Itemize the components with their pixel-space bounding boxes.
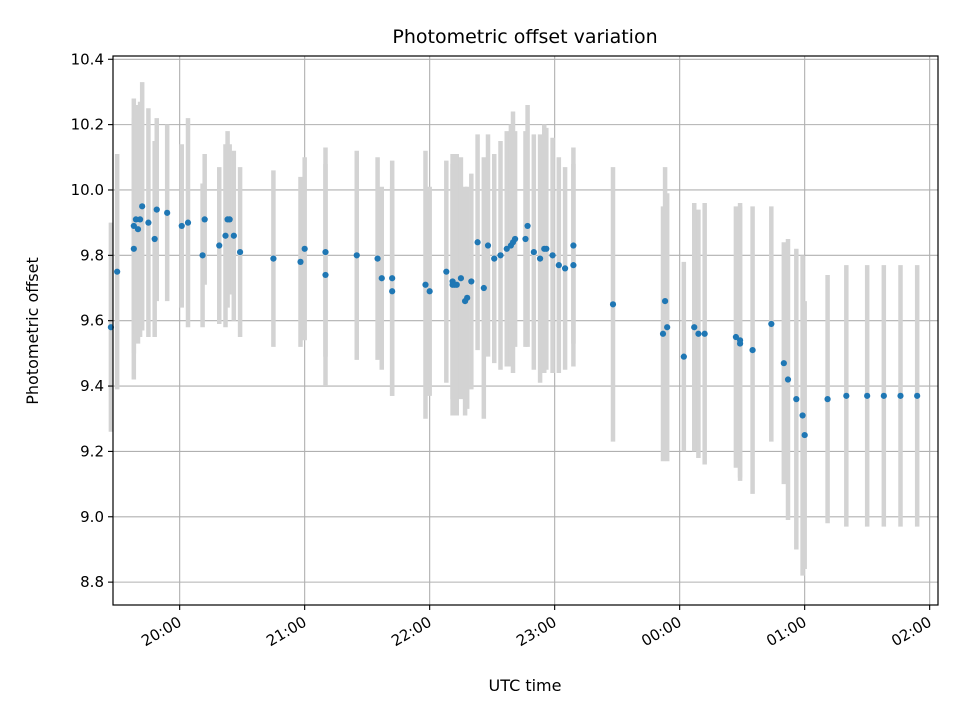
- data-point: [322, 271, 329, 279]
- data-point: [457, 275, 465, 282]
- data-point: [784, 376, 792, 383]
- data-point: [201, 216, 208, 223]
- data-point: [484, 242, 492, 249]
- data-point: [549, 252, 556, 259]
- data-point: [843, 392, 850, 399]
- y-tick-label: 9.8: [80, 246, 104, 264]
- data-point: [145, 219, 152, 226]
- data-point: [664, 324, 671, 331]
- data-point: [555, 262, 562, 269]
- data-point: [226, 216, 233, 223]
- data-point: [139, 203, 146, 210]
- data-point: [151, 235, 158, 243]
- data-point: [799, 412, 806, 419]
- data-point: [780, 360, 787, 367]
- data-point: [422, 281, 429, 288]
- data-point: [134, 226, 142, 233]
- data-point: [680, 353, 687, 360]
- data-point: [136, 216, 144, 223]
- data-point: [793, 396, 800, 403]
- data-point: [897, 392, 904, 399]
- data-point: [230, 232, 237, 239]
- data-point: [443, 268, 450, 275]
- data-point: [297, 258, 304, 265]
- data-point: [480, 284, 487, 292]
- data-point: [389, 275, 396, 282]
- chart-title: Photometric offset variation: [392, 26, 657, 48]
- data-point: [659, 330, 667, 337]
- data-point: [216, 242, 223, 249]
- data-point: [701, 330, 708, 337]
- data-point: [691, 324, 698, 331]
- y-tick-label: 9.0: [80, 508, 104, 526]
- data-point: [114, 268, 121, 275]
- data-point: [864, 392, 871, 399]
- data-point: [378, 275, 385, 282]
- x-axis-label: UTC time: [489, 676, 562, 695]
- data-points: [107, 203, 921, 439]
- y-tick-label: 10.0: [71, 181, 104, 199]
- data-point: [164, 209, 171, 216]
- data-point: [768, 320, 775, 328]
- data-point: [236, 248, 244, 256]
- data-point: [609, 301, 617, 308]
- data-point: [570, 242, 577, 249]
- data-point: [522, 235, 529, 243]
- y-tick-label: 10.2: [71, 116, 104, 134]
- data-point: [880, 392, 887, 399]
- data-point: [353, 252, 360, 259]
- data-point: [503, 245, 510, 252]
- y-tick-label: 9.6: [80, 312, 104, 330]
- data-point: [184, 219, 192, 226]
- data-point: [464, 294, 471, 301]
- data-point: [732, 333, 740, 341]
- data-point: [153, 206, 160, 213]
- data-point: [474, 239, 481, 246]
- data-point: [524, 222, 531, 230]
- data-point: [491, 255, 498, 262]
- data-point: [749, 347, 756, 354]
- data-point: [468, 278, 475, 285]
- y-tick-label: 9.2: [80, 442, 104, 460]
- data-point: [801, 431, 808, 439]
- data-point: [511, 235, 519, 243]
- data-point: [389, 288, 396, 295]
- data-point: [199, 252, 206, 259]
- data-point: [130, 222, 137, 230]
- y-tick-label: 8.8: [80, 573, 104, 591]
- plot-frame: [112, 55, 939, 606]
- data-point: [222, 232, 229, 239]
- data-point: [322, 248, 329, 256]
- data-point: [561, 265, 569, 272]
- data-point: [530, 248, 537, 256]
- y-axis: 8.8 9.0 9.2 9.4 9.6 9.8 10.0 10.2 10.4: [71, 50, 113, 591]
- data-point: [178, 222, 185, 230]
- data-point: [130, 245, 137, 252]
- data-point: [695, 330, 702, 337]
- data-point: [270, 255, 277, 262]
- y-tick-label: 10.4: [71, 50, 104, 68]
- data-point: [570, 262, 577, 269]
- data-point: [736, 337, 744, 344]
- data-point: [374, 255, 381, 262]
- y-tick-label: 9.4: [80, 377, 104, 395]
- data-point: [301, 245, 308, 252]
- data-point: [914, 392, 921, 399]
- data-point: [426, 288, 433, 295]
- data-point: [543, 245, 550, 252]
- data-point: [497, 252, 504, 259]
- data-point: [453, 281, 460, 288]
- data-point: [661, 297, 669, 305]
- data-point: [824, 396, 831, 403]
- data-point: [536, 255, 544, 262]
- y-axis-label: Photometric offset: [23, 257, 42, 405]
